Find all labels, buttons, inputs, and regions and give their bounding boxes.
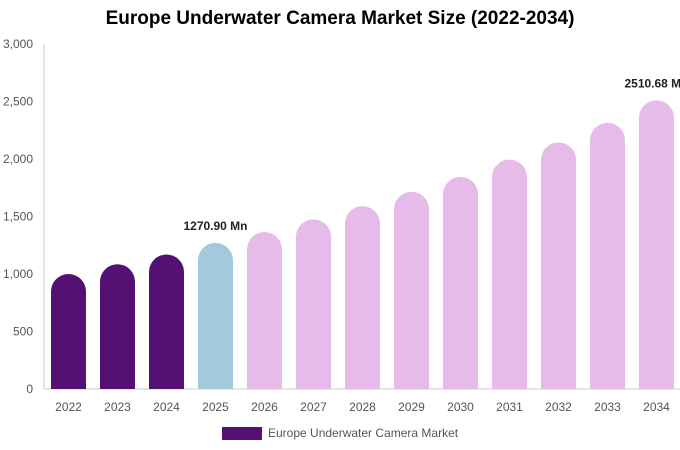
y-tick-label: 1,000 [3,267,33,281]
legend-label: Europe Underwater Camera Market [268,426,459,440]
x-tick-label: 2033 [594,400,621,414]
bar-2025[interactable] [198,242,233,389]
data-label-2025: 1270.90 Mn [183,219,247,233]
x-tick-label: 2029 [398,400,425,414]
legend-swatch [222,426,262,440]
bar-2029[interactable] [394,191,429,389]
y-tick-label: 2,000 [3,152,33,166]
x-tick-label: 2034 [643,400,670,414]
x-tick-label: 2022 [55,400,82,414]
legend[interactable]: Europe Underwater Camera Market [222,426,458,440]
bar-2033[interactable] [590,122,625,389]
bar-2030[interactable] [443,176,478,389]
bar-2034[interactable] [639,100,674,390]
bar-2022[interactable] [51,274,86,389]
bar-2026[interactable] [247,232,282,389]
bar-2023[interactable] [100,264,135,389]
chart-title: Europe Underwater Camera Market Size (20… [105,8,575,29]
x-tick-label: 2028 [349,400,376,414]
bar-2024[interactable] [149,254,184,389]
y-tick-label: 500 [13,325,33,339]
bar-2031[interactable] [492,159,527,389]
bar-2028[interactable] [345,206,380,389]
x-tick-label: 2030 [447,400,474,414]
data-label-2034: 2510.68 Mn [624,76,680,90]
y-tick-label: 3,000 [3,37,33,51]
x-tick-label: 2031 [496,400,523,414]
x-tick-label: 2023 [104,400,131,414]
x-tick-label: 2025 [202,400,229,414]
x-tick-label: 2027 [300,400,327,414]
x-tick-label: 2026 [251,400,278,414]
y-tick-label: 1,500 [3,210,33,224]
y-tick-label: 0 [26,382,33,396]
bar-2032[interactable] [541,142,576,389]
y-tick-label: 2,500 [3,95,33,109]
x-tick-label: 2024 [153,400,180,414]
x-tick-label: 2032 [545,400,572,414]
bar-2027[interactable] [296,219,331,389]
